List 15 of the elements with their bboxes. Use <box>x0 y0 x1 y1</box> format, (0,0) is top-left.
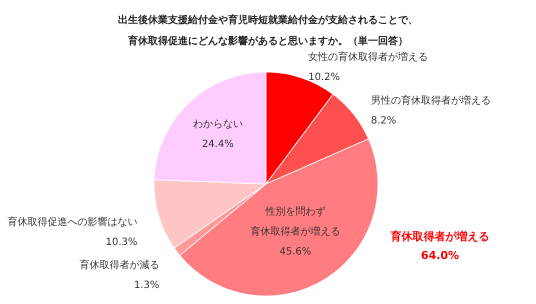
text: 出生後休業支援給付金や育児時短就業給付金が支給されることで、 <box>118 15 418 26</box>
slice-label: 女性の育休取得者が増える <box>308 50 428 63</box>
slice-label: 育休取得促進への影響はない <box>7 216 138 228</box>
slice-label: わからない <box>192 118 243 130</box>
slice-label: 性別を問わず育休取得者が増える <box>250 206 340 238</box>
data-label: 8.2% <box>370 116 396 127</box>
data-label: 1.3% <box>134 280 160 292</box>
text: 育休取得者が増える 64.0% <box>390 230 490 262</box>
data-label: 24.4% <box>202 138 234 150</box>
data-label: 45.6% <box>280 246 312 258</box>
slice-label: 男性の育休取得者が増える <box>370 94 491 107</box>
slice-label: 育休取得者が減る <box>79 259 160 272</box>
data-label: 10.3% <box>106 236 138 248</box>
text: 育休取得促進にどんな影響があると思いますか。（単一回答） <box>128 36 408 47</box>
data-label: 10.2% <box>308 72 340 83</box>
